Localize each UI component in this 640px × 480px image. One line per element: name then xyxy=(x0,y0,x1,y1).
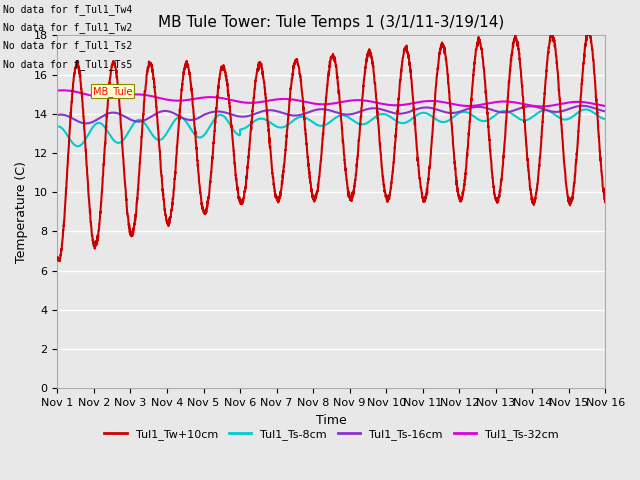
Text: No data for f_Tul1_Tw2: No data for f_Tul1_Tw2 xyxy=(3,22,132,33)
Text: MB_Tule: MB_Tule xyxy=(93,85,132,96)
Title: MB Tule Tower: Tule Temps 1 (3/1/11-3/19/14): MB Tule Tower: Tule Temps 1 (3/1/11-3/19… xyxy=(158,15,504,30)
Text: No data for f_Tul1_Ts5: No data for f_Tul1_Ts5 xyxy=(3,59,132,70)
Legend: Tul1_Tw+10cm, Tul1_Ts-8cm, Tul1_Ts-16cm, Tul1_Ts-32cm: Tul1_Tw+10cm, Tul1_Ts-8cm, Tul1_Ts-16cm,… xyxy=(100,425,563,444)
Text: No data for f_Tul1_Ts2: No data for f_Tul1_Ts2 xyxy=(3,40,132,51)
Y-axis label: Temperature (C): Temperature (C) xyxy=(15,161,28,263)
Text: No data for f_Tul1_Tw4: No data for f_Tul1_Tw4 xyxy=(3,4,132,15)
X-axis label: Time: Time xyxy=(316,414,347,427)
